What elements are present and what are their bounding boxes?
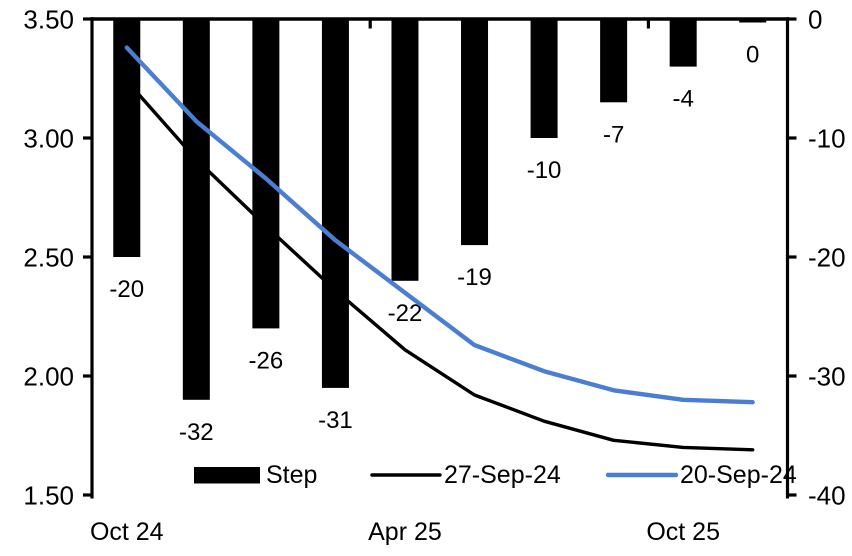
bar-step-7: [600, 19, 628, 103]
legend-label-step: Step: [266, 461, 317, 489]
right-axis-label-3: -30: [808, 362, 846, 392]
right-axis-label-1: -10: [808, 124, 846, 154]
legend-swatch-step: [194, 467, 260, 484]
line-20-sep-24: [124, 45, 755, 405]
bar-step-2: [252, 19, 280, 329]
right-axis-label-0: 0: [808, 5, 822, 35]
left-axis-label-4: 1.50: [23, 481, 74, 511]
right-axis-label-2: -20: [808, 243, 846, 273]
left-axis-label-2: 2.50: [23, 243, 74, 273]
bar-label-2: -26: [249, 347, 284, 374]
right-axis-label-4: -40: [808, 481, 846, 511]
bar-label-9: 0: [746, 42, 759, 69]
bar-label-3: -31: [318, 407, 353, 434]
bar-step-5: [461, 19, 489, 246]
bar-label-6: -10: [527, 157, 562, 184]
bar-label-1: -32: [179, 419, 214, 446]
left-axis-label-1: 3.00: [23, 124, 74, 154]
bar-label-8: -4: [673, 86, 694, 113]
legend-label-27-sep-24: 27-Sep-24: [444, 461, 561, 489]
bar-step-4: [391, 19, 419, 281]
bar-label-5: -19: [457, 264, 492, 291]
legend-label-20-sep-24: 20-Sep-24: [680, 461, 797, 489]
bar-step-3: [321, 19, 349, 388]
x-axis-label-2: Oct 25: [646, 518, 720, 546]
x-axis-label-1: Apr 25: [368, 518, 442, 546]
bar-step-8: [669, 19, 697, 67]
bar-label-0: -20: [109, 276, 144, 303]
bar-label-7: -7: [603, 121, 624, 148]
bar-step-1: [182, 19, 210, 400]
left-axis-label-0: 3.50: [23, 5, 74, 35]
bar-step-9: [739, 19, 767, 23]
x-axis-label-0: Oct 24: [90, 518, 164, 546]
left-axis-label-3: 2.00: [23, 362, 74, 392]
bar-label-4: -22: [388, 300, 423, 327]
bar-step-6: [530, 19, 558, 138]
line-27-sep-24: [125, 79, 755, 452]
